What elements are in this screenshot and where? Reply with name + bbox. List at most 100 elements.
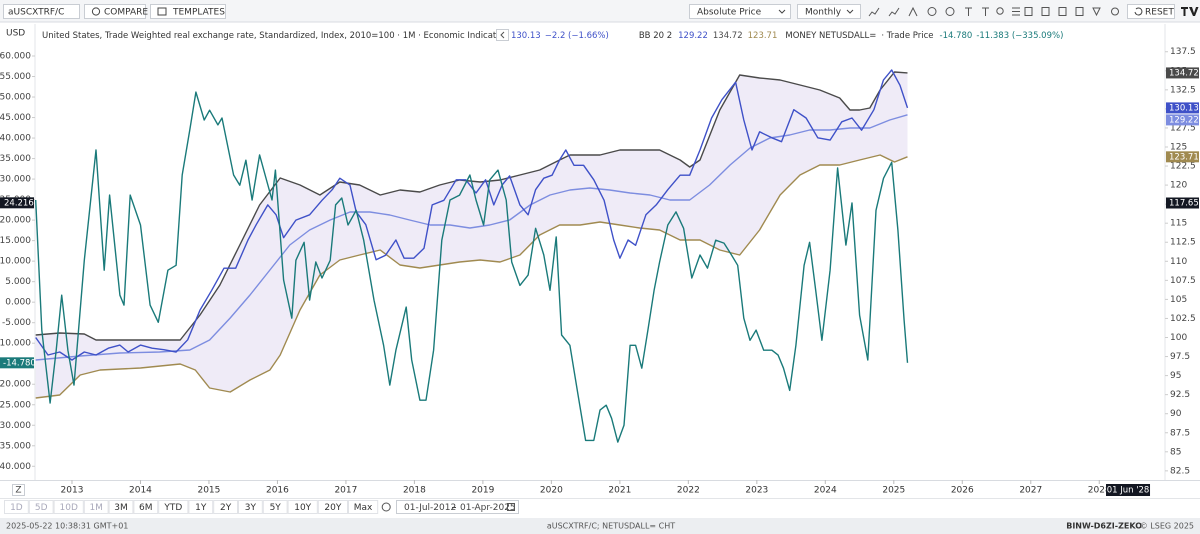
range-button[interactable]	[287, 500, 318, 514]
crosshair-y-label: 24.216	[4, 198, 34, 208]
tool-line[interactable]	[868, 7, 880, 17]
date-range[interactable]	[396, 500, 519, 514]
tool-text[interactable]	[965, 7, 972, 16]
tool-copy[interactable]	[1058, 7, 1067, 16]
range-button[interactable]	[108, 500, 134, 514]
session-code: BINW-D6ZI-ZEKO	[1066, 522, 1142, 531]
y2-tick-label: 90	[1170, 409, 1182, 419]
compare-button[interactable]	[84, 4, 146, 19]
ticker-input[interactable]	[3, 4, 80, 19]
legend-text: -14.780	[940, 31, 973, 41]
range-button-label: 5D	[35, 503, 48, 513]
range-button	[28, 500, 54, 514]
x-tick-label: 2025	[882, 486, 905, 496]
date-from: 01-Jul-2012	[404, 503, 456, 513]
y2-tick-label: 92.5	[1170, 390, 1190, 400]
range-button[interactable]	[348, 500, 379, 514]
crosshair-y-box	[0, 197, 34, 209]
range-settings[interactable]	[381, 502, 391, 512]
legend-text: United States, Trade Weighted real excha…	[42, 31, 505, 41]
tool-circle[interactable]	[927, 7, 937, 16]
last-value-box	[1166, 151, 1199, 163]
legend-text: MONEY NETUSDALL=	[785, 31, 876, 41]
collapse-arrow	[500, 31, 505, 39]
last-value-box	[1166, 114, 1199, 126]
y2-tick-label: 87.5	[1170, 428, 1190, 438]
x-tick-label: 2026	[951, 486, 974, 496]
y-tick-label: 50.000	[0, 93, 31, 103]
range-button-label: 5Y	[270, 503, 282, 513]
last-value-label: 134.72	[1169, 68, 1199, 78]
series-line	[35, 71, 908, 341]
x-tick-label: 2019	[471, 486, 494, 496]
tool-settings[interactable]	[1111, 7, 1119, 16]
y-tick-label: 0.000	[5, 298, 31, 308]
y-unit: USD	[6, 29, 25, 39]
y2-tick-label: 120	[1170, 181, 1187, 191]
tool-template[interactable]	[1041, 7, 1050, 16]
interval-dropdown[interactable]	[797, 4, 861, 19]
tool-export[interactable]	[1092, 7, 1101, 17]
y-tick-label: -35.000	[0, 441, 31, 451]
range-button[interactable]	[188, 500, 214, 514]
range-button[interactable]	[317, 500, 348, 514]
series-line	[35, 154, 908, 399]
tool-save[interactable]	[1024, 7, 1033, 16]
dropdown-arrow	[846, 9, 854, 14]
legend-text: · Trade Price	[881, 31, 933, 41]
range-button[interactable]	[158, 500, 189, 514]
y-tick-label: -5.000	[2, 318, 31, 328]
range-button-label: 2Y	[220, 503, 232, 513]
y-tick-label: 40.000	[0, 134, 31, 144]
range-button-label: Max	[354, 503, 373, 513]
ticker: aUSCXTRF/C	[8, 8, 64, 18]
tool-zoom-in[interactable]	[996, 7, 1004, 15]
range-button[interactable]	[133, 500, 159, 514]
tool-fib[interactable]	[908, 6, 918, 17]
range-button-label: 1Y	[195, 503, 207, 513]
range-button[interactable]	[213, 500, 238, 514]
templates-label: TEMPLATES	[172, 8, 225, 18]
y-tick-label: 55.000	[0, 72, 31, 82]
range-button-label: 1D	[10, 503, 23, 513]
range-button[interactable]	[238, 500, 263, 514]
tool-list[interactable]	[1012, 7, 1020, 16]
last-value-label: 123.71	[1169, 152, 1199, 162]
crosshair-x-label: 01 Jun '28	[1107, 486, 1150, 496]
x-tick-label: 2022	[677, 486, 700, 496]
tool-currency[interactable]	[945, 7, 955, 16]
y2-tick-label: 97.5	[1170, 352, 1190, 362]
reset-icon	[1134, 7, 1143, 16]
reset-label: RESET	[1145, 8, 1174, 18]
templates-button[interactable]	[150, 4, 226, 19]
zoom-button[interactable]	[12, 484, 25, 496]
tool-print[interactable]	[1075, 7, 1084, 16]
legend-text: 129.22	[678, 31, 708, 41]
legend-text: 134.72	[713, 31, 743, 41]
crosshair-x-box	[1106, 484, 1151, 496]
range-button	[83, 500, 109, 514]
series-line	[35, 91, 909, 443]
calendar-icon[interactable]	[507, 503, 515, 511]
y2-tick-label: 110	[1170, 257, 1187, 267]
legend-text: 123.71	[748, 31, 778, 41]
timestamp: 2025-05-22 10:38:31 GMT+01	[6, 522, 128, 531]
y-tick-label: -40.000	[0, 462, 31, 472]
y-tick-label: 45.000	[0, 113, 31, 123]
last-value-box	[1166, 102, 1199, 114]
legend-text: -11.383 (−335.09%)	[976, 31, 1063, 41]
templates-icon	[157, 7, 167, 16]
tool-icons	[868, 6, 1119, 17]
range-button[interactable]	[262, 500, 288, 514]
x-tick-label: 2023	[745, 486, 768, 496]
tool-text2[interactable]	[982, 7, 989, 16]
y2-tick-label: 95	[1170, 371, 1181, 381]
legend-collapse[interactable]	[496, 29, 509, 41]
legend: United States, Trade Weighted real excha…	[42, 31, 1063, 41]
tool-trend[interactable]	[888, 7, 900, 17]
y2-tick-label: 82.5	[1170, 466, 1190, 476]
copyright: © LSEG 2025	[1140, 522, 1194, 531]
x-tick-label: 2024	[814, 486, 837, 496]
y-tick-label: 10.000	[0, 257, 31, 267]
price-mode-dropdown[interactable]	[689, 4, 791, 19]
